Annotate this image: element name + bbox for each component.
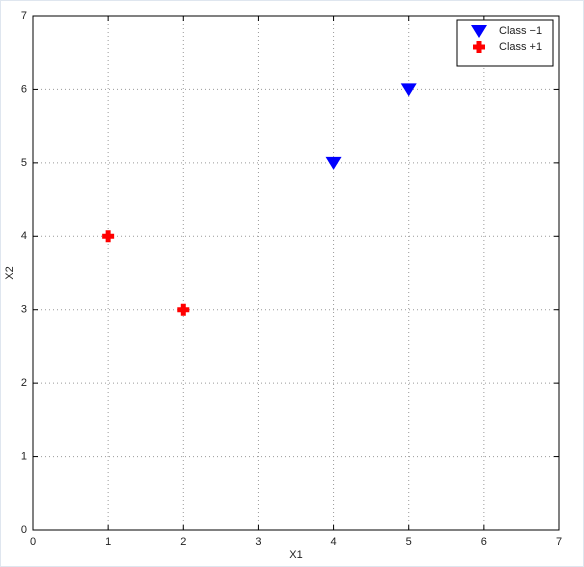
legend-label: Class −1 — [499, 25, 542, 37]
y-axis-label: X2 — [4, 266, 16, 279]
y-tick-label: 3 — [21, 304, 27, 316]
x-tick-label: 6 — [481, 536, 487, 548]
y-tick-label: 5 — [21, 157, 27, 169]
y-tick-label: 2 — [21, 377, 27, 389]
point — [102, 230, 115, 243]
x-tick-label: 5 — [406, 536, 412, 548]
y-tick-label: 1 — [21, 450, 27, 462]
legend-marker — [473, 41, 485, 53]
point — [177, 303, 190, 316]
plot-area — [33, 16, 559, 530]
y-tick-label: 4 — [21, 230, 27, 242]
legend-marker — [471, 25, 487, 38]
x-tick-label: 3 — [255, 536, 261, 548]
y-tick-label: 7 — [21, 10, 27, 22]
y-tick-label: 0 — [21, 524, 27, 536]
x-tick-label: 1 — [105, 536, 111, 548]
y-tick-label: 6 — [21, 83, 27, 95]
x-tick-label: 2 — [180, 536, 186, 548]
x-tick-label: 0 — [30, 536, 36, 548]
x-axis-label: X1 — [289, 549, 302, 561]
point — [325, 156, 342, 170]
point — [400, 83, 417, 97]
legend-label: Class +1 — [499, 41, 542, 53]
x-tick-label: 7 — [556, 536, 562, 548]
x-tick-label: 4 — [331, 536, 337, 548]
axes-box — [32, 15, 560, 531]
